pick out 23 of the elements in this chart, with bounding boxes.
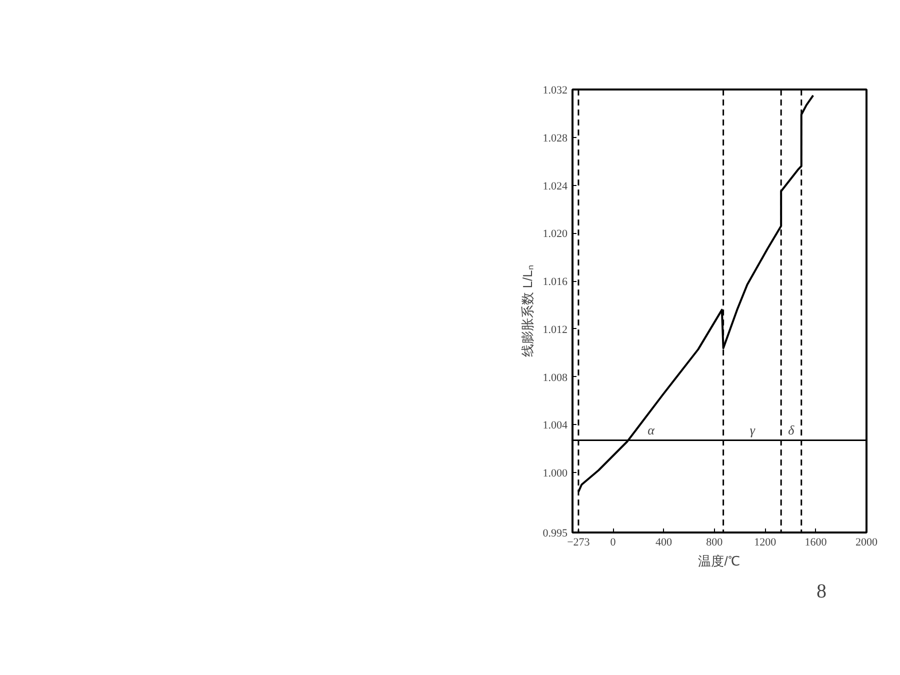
y-tick-label: 1.028	[542, 132, 568, 144]
y-tick-label: 1.016	[542, 276, 568, 288]
y-tick-label: 1.024	[542, 180, 568, 192]
y-tick-label: 1.000	[542, 468, 568, 480]
x-tick-label: 1200	[754, 536, 777, 548]
y-tick-label: 1.032	[542, 84, 568, 96]
x-tick-label: −273	[567, 536, 590, 548]
x-axis-title: 温度/℃	[698, 554, 740, 568]
x-tick-label: 0	[610, 536, 616, 548]
annotation: δ	[788, 422, 796, 438]
x-tick-label: 800	[706, 536, 724, 548]
text: 8	[816, 580, 826, 602]
y-tick-label: 1.012	[542, 324, 568, 336]
y-tick-label: 1.008	[542, 372, 568, 384]
x-tick-label: 1600	[804, 536, 828, 548]
y-tick-label: 0.995	[542, 528, 568, 540]
y-tick-label: 1.004	[542, 420, 568, 432]
x-tick-label: 2000	[856, 536, 878, 548]
annotation: α	[648, 422, 656, 438]
annotation: γ	[750, 422, 756, 438]
y-tick-label: 1.020	[542, 228, 568, 240]
y-axis-title: 线膨胀系数 L/Lₙ	[520, 265, 535, 357]
x-tick-label: 400	[655, 536, 672, 548]
